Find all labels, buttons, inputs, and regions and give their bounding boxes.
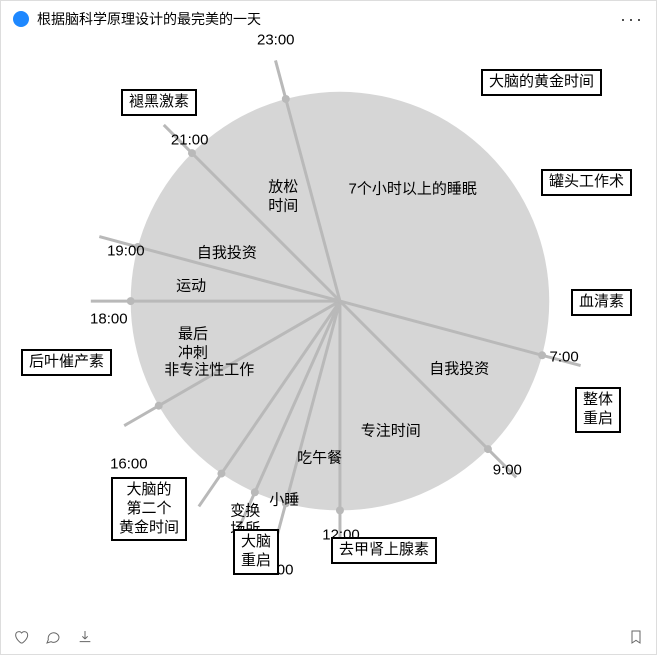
download-icon[interactable] — [77, 629, 93, 645]
post-title: 根据脑科学原理设计的最完美的一天 — [37, 9, 620, 29]
comment-icon[interactable] — [45, 629, 61, 645]
post-header: 根据脑科学原理设计的最完美的一天 ··· — [1, 1, 656, 37]
heart-icon[interactable] — [13, 629, 29, 645]
avatar[interactable] — [13, 11, 29, 27]
chart-area: 自我投资专注时间吃午餐小睡变换 场所非专注性工作最后 冲刺运动自我投资放松 时间… — [1, 37, 656, 620]
post-footer — [1, 620, 656, 654]
post-card: 根据脑科学原理设计的最完美的一天 ··· 自我投资专注时间吃午餐小睡变换 场所非… — [0, 0, 657, 655]
more-menu[interactable]: ··· — [620, 9, 644, 30]
clock-pie-chart — [1, 37, 656, 620]
bookmark-icon[interactable] — [628, 629, 644, 645]
